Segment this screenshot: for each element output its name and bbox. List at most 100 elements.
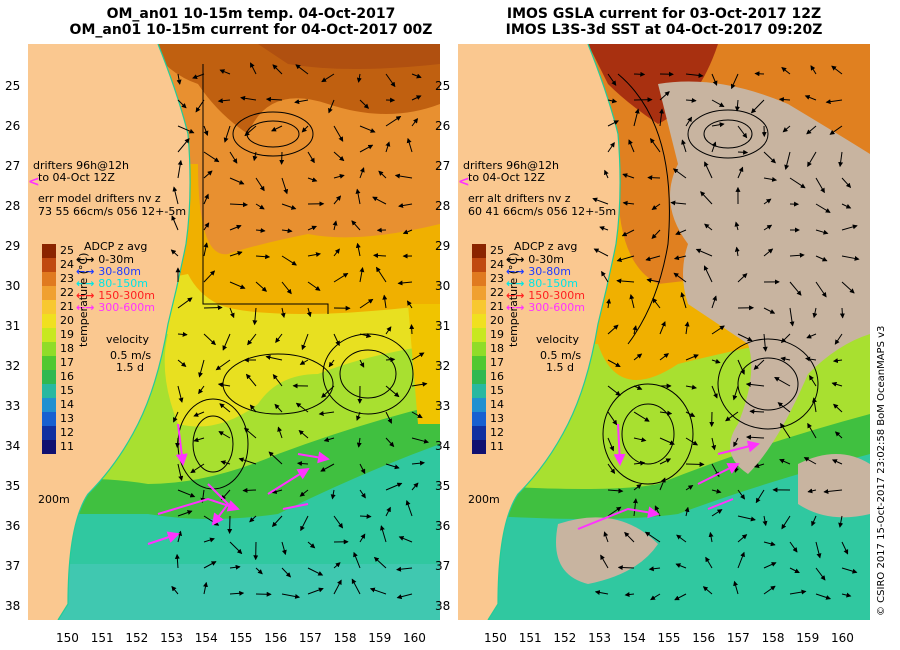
current-vector-arrow [815,203,831,213]
current-vector-arrow [397,280,413,286]
drifters-label-2: to 04-Oct 12Z [38,171,115,184]
axis-tick-label: 156 [264,631,288,645]
current-vector-arrow [711,358,721,364]
colorbar-label: temperature (°C) [507,252,520,347]
axis-tick-label: 29 [5,239,21,253]
current-vector-arrow [781,515,791,530]
current-vector-arrow [737,551,745,569]
arrow-icon: ←→ [76,289,99,302]
current-vector-arrow [607,437,615,452]
current-vector-arrow [708,531,714,543]
current-vector-arrow [229,307,235,319]
current-vector-arrow [685,485,694,491]
current-vector-arrow [681,139,687,153]
current-vector-arrow [745,382,765,388]
current-vector-arrow [271,515,283,528]
adcp-legend-item: ←→ 150-300m [506,290,585,302]
current-vector-arrow [177,510,193,517]
axis-tick-label: 154 [622,631,646,645]
current-vector-arrow [674,593,687,601]
current-vector-arrow [380,525,387,543]
current-vector-arrow [281,203,297,210]
current-vector-arrow [812,307,818,319]
current-vector-arrow [306,307,312,318]
current-vector-arrow [355,188,361,205]
current-vector-arrow [320,463,335,472]
current-vector-arrow [193,437,205,443]
velocity-speed: 0.5 m/s [110,349,152,362]
current-vector-arrow [333,562,341,569]
current-vector-arrow [734,246,740,257]
current-eddies [177,64,414,490]
current-vector-arrow [177,159,183,179]
current-vector-arrow [203,125,209,136]
current-vector-arrow [702,586,713,595]
current-vector-arrow [318,411,335,416]
colorbar-tick-label: 13 [60,412,74,425]
current-vector-arrow [644,531,661,543]
current-vector-arrow [296,461,309,467]
current-vector-arrow [600,554,609,569]
axis-tick-label: 36 [5,519,21,533]
current-vector-arrow [203,151,220,163]
current-vector-arrow [633,385,643,390]
current-vector-arrow [841,592,852,598]
current-vector-arrow [607,73,617,86]
axis-tick-label: 154 [194,631,218,645]
current-vector-arrow [405,500,413,517]
current-vector-arrow [177,125,195,134]
current-vector-arrow [300,515,309,532]
colorbar-tick-label: 11 [490,440,504,453]
current-vector-arrow [750,99,765,114]
current-vector-arrow [711,325,725,335]
current-vector-arrow [281,228,293,234]
current-vector-arrow [685,411,696,417]
adcp-legend-label: 0-30m [98,253,134,266]
current-vector-arrow [255,227,266,233]
current-vector-arrow [685,72,704,78]
current-vector-arrow [378,170,387,179]
axis-tick-label: 33 [435,399,451,413]
coastline-200m-contour [487,44,621,620]
current-vector-arrow [220,460,231,466]
arrow-icon: ←→ [506,301,529,314]
current-vector-arrow [705,556,713,569]
current-vector-arrow [175,437,181,448]
current-vector-arrow [275,333,283,343]
current-vector-arrow [229,177,245,185]
current-vector-arrow [203,537,215,543]
current-vector-arrow [321,385,335,398]
current-vector-arrow [173,411,179,423]
adcp-legend-label: 150-300m [528,289,585,302]
current-vector-arrow [675,229,687,235]
ocean-band-25c [588,44,718,124]
axis-tick-label: 37 [435,559,451,573]
current-vector-arrow [594,590,609,595]
current-vector-arrow [603,531,609,543]
land-australia [28,44,191,620]
current-vector-arrow [754,463,765,469]
current-vector-arrow [789,589,807,595]
current-vector-arrow [411,381,428,387]
axis-tick-label: 151 [90,631,114,645]
current-vector-arrow [807,422,817,439]
current-vector-arrow [815,593,832,600]
current-vector-arrow [806,333,817,339]
current-vector-arrow [265,355,283,361]
drifters-label-2: to 04-Oct 12Z [468,171,545,184]
current-vector-arrow [372,196,387,205]
current-vector-arrow [737,359,745,375]
current-vector-arrow [807,488,817,494]
current-vector-arrow [385,482,403,491]
current-vector-arrow [831,459,843,465]
current-vector-arrow [778,97,791,103]
arrow-icon: ←→ [506,277,529,290]
current-vector-arrow [411,118,419,127]
current-vector-arrow [659,410,673,416]
current-vector-arrow [789,307,795,327]
current-vector-arrow [809,375,817,387]
current-vector-arrow [215,359,231,371]
current-vector-arrow [841,255,860,261]
current-vector-arrow [753,359,765,370]
axis-tick-label: 156 [692,631,716,645]
